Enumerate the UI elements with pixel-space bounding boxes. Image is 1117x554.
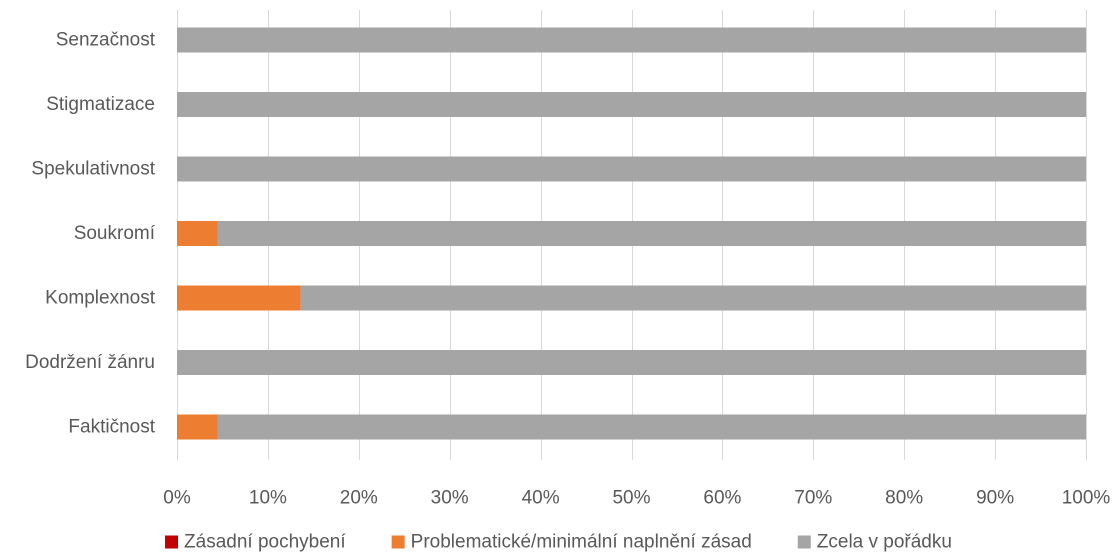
category-label-soukromi: Soukromí — [74, 223, 156, 244]
category-label-senzacnost: Senzačnost — [56, 30, 156, 51]
x-tick-label-10: 100% — [1062, 488, 1111, 509]
bar-spekulativnost-zcela-v-poradku — [177, 156, 1086, 182]
bar-fakticnost-problematicke-minimalni-naplneni-zasad — [177, 414, 218, 440]
category-label-dodrzeni-zanru: Dodržení žánru — [25, 352, 155, 373]
legend-swatch-zcela-v-poradku — [797, 535, 811, 549]
x-tick-label-2: 20% — [340, 488, 378, 509]
category-label-fakticnost: Faktičnost — [68, 417, 155, 438]
legend-swatch-problematicke-minimalni-naplneni-zasad — [391, 535, 405, 549]
bars — [177, 27, 1086, 440]
category-label-komplexnost: Komplexnost — [45, 288, 156, 309]
x-tick-label-7: 70% — [794, 488, 832, 509]
bar-stigmatizace-zcela-v-poradku — [177, 92, 1086, 117]
bar-dodrzeni-zanru-zcela-v-poradku — [177, 350, 1086, 375]
category-label-stigmatizace: Stigmatizace — [46, 94, 155, 115]
legend-label-zasadni-pochybeni: Zásadní pochybení — [184, 532, 346, 553]
bar-komplexnost-zcela-v-poradku — [300, 285, 1086, 311]
legend-swatch-zasadni-pochybeni — [165, 535, 179, 549]
legend-label-problematicke-minimalni-naplneni-zasad: Problematické/minimální naplnění zásad — [411, 532, 752, 553]
bar-soukromi-problematicke-minimalni-naplneni-zasad — [177, 221, 218, 246]
category-labels: Senzačnost Stigmatizace Spekulativnost Souk… — [25, 30, 156, 438]
x-tick-label-6: 60% — [703, 488, 741, 509]
x-tick-label-0: 0% — [163, 488, 191, 509]
x-tick-label-5: 50% — [612, 488, 650, 509]
legend-item-problematicke-minimalni-naplneni-zasad: Problematické/minimální naplnění zásad — [391, 532, 752, 553]
x-tick-label-9: 90% — [976, 488, 1014, 509]
x-tick-label-1: 10% — [249, 488, 287, 509]
x-axis-tick-labels: 0% 10% 20% 30% 40% 50% 60% 70% 80% 90% 100% — [163, 488, 1110, 509]
category-label-spekulativnost: Spekulativnost — [31, 159, 155, 180]
x-tick-label-8: 80% — [885, 488, 923, 509]
legend-label-zcela-v-poradku: Zcela v pořádku — [817, 532, 952, 553]
legend-item-zasadni-pochybeni: Zásadní pochybení — [165, 532, 346, 553]
legend-item-zcela-v-poradku: Zcela v pořádku — [797, 532, 952, 553]
bar-soukromi-zcela-v-poradku — [217, 221, 1086, 246]
bar-senzacnost-zcela-v-poradku — [177, 27, 1086, 53]
legend: Zásadní pochybení Problematické/minimální… — [165, 532, 952, 553]
bar-komplexnost-problematicke-minimalni-naplneni-zasad — [177, 285, 301, 311]
bar-fakticnost-zcela-v-poradku — [217, 414, 1086, 440]
x-tick-label-4: 40% — [522, 488, 560, 509]
x-tick-label-3: 30% — [431, 488, 469, 509]
